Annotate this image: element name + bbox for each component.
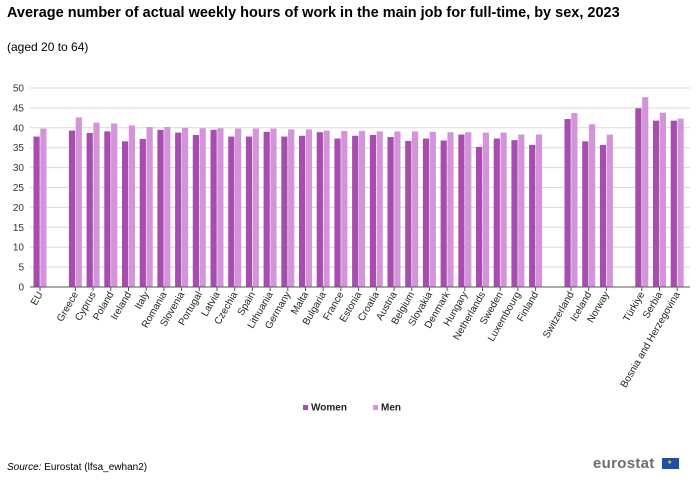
bar-women[interactable] <box>476 146 483 287</box>
legend-label[interactable]: Women <box>311 403 347 414</box>
legend-swatch <box>373 405 378 410</box>
legend[interactable]: Women Men <box>303 403 401 414</box>
bar-men[interactable] <box>642 97 649 288</box>
bar-men[interactable] <box>376 131 383 287</box>
bar-women[interactable] <box>245 136 253 287</box>
bar-women[interactable] <box>440 140 447 287</box>
bars <box>33 97 684 288</box>
bar-men[interactable] <box>75 117 82 288</box>
source-text: Eurostat (lfsa_ewhan2) <box>44 462 148 473</box>
bar-women[interactable] <box>352 135 359 287</box>
bar-women[interactable] <box>33 136 40 287</box>
y-tick-label: 20 <box>13 203 25 214</box>
bar-women[interactable] <box>635 108 642 287</box>
bar-women[interactable] <box>210 129 217 287</box>
bar-men[interactable] <box>146 127 153 287</box>
bar-men[interactable] <box>217 128 224 287</box>
legend-swatch <box>303 405 308 410</box>
bar-men[interactable] <box>111 123 118 287</box>
bar-women[interactable] <box>405 140 412 287</box>
bar-men[interactable] <box>199 128 206 287</box>
bar-women[interactable] <box>68 130 76 287</box>
bar-men[interactable] <box>358 130 366 287</box>
bar-women[interactable] <box>104 131 111 287</box>
bar-women[interactable] <box>122 141 129 287</box>
y-axis-ticks: 0 5 10 15 20 25 30 35 40 45 50 <box>13 84 25 294</box>
bar-women[interactable] <box>157 129 164 287</box>
bar-men[interactable] <box>323 130 330 287</box>
y-tick-label: 35 <box>13 143 25 154</box>
bar-men[interactable] <box>571 113 578 287</box>
bar-women[interactable] <box>599 144 607 287</box>
bar-women[interactable] <box>387 136 394 287</box>
y-tick-label: 5 <box>18 263 24 274</box>
chart-title: Average number of actual weekly hours of… <box>7 5 620 21</box>
bar-women[interactable] <box>670 120 677 287</box>
bar-men[interactable] <box>677 118 684 288</box>
bar-women[interactable] <box>422 138 430 287</box>
bar-women[interactable] <box>369 134 376 287</box>
bar-men[interactable] <box>465 132 472 287</box>
bar-men[interactable] <box>659 112 666 288</box>
bar-men[interactable] <box>181 127 189 287</box>
bar-women[interactable] <box>316 132 323 287</box>
bar-men[interactable] <box>412 131 419 287</box>
bar-men[interactable] <box>128 125 135 287</box>
bar-women[interactable] <box>493 138 500 287</box>
bar-men[interactable] <box>164 127 171 287</box>
bar-women[interactable] <box>139 138 146 287</box>
bar-men[interactable] <box>93 122 100 287</box>
legend-label[interactable]: Men <box>381 403 401 414</box>
bar-men[interactable] <box>518 134 525 287</box>
bar-women[interactable] <box>175 132 182 287</box>
bar-men[interactable] <box>341 130 348 287</box>
x-tick-label: Türkiye <box>621 290 647 324</box>
bar-men[interactable] <box>40 128 47 287</box>
bar-women[interactable] <box>653 120 660 287</box>
bar-men[interactable] <box>606 134 613 287</box>
bar-men[interactable] <box>429 131 436 287</box>
bar-women[interactable] <box>299 135 306 287</box>
y-tick-label: 30 <box>13 163 25 174</box>
bar-men[interactable] <box>235 128 242 287</box>
bar-men[interactable] <box>270 128 277 287</box>
bar-men[interactable] <box>535 134 543 287</box>
bar-women[interactable] <box>263 131 270 287</box>
bar-men[interactable] <box>394 131 401 287</box>
bar-women[interactable] <box>582 141 589 287</box>
bar-women[interactable] <box>564 119 571 287</box>
bar-women[interactable] <box>511 140 518 287</box>
bar-women[interactable] <box>529 144 536 287</box>
eu-flag-icon: ★ <box>662 458 679 469</box>
eurostat-logo: eurostat <box>593 455 655 472</box>
source-note: Source: Eurostat (lfsa_ewhan2) <box>7 462 147 473</box>
bar-women[interactable] <box>228 136 235 287</box>
bar-men[interactable] <box>288 129 295 287</box>
bar-women[interactable] <box>192 134 199 287</box>
y-tick-label: 40 <box>13 123 25 134</box>
y-tick-label: 25 <box>13 183 25 194</box>
bar-women[interactable] <box>281 136 288 287</box>
x-tick-label: EU <box>29 290 45 308</box>
bar-women[interactable] <box>86 132 93 287</box>
y-tick-label: 50 <box>13 84 25 95</box>
y-tick-label: 15 <box>13 223 25 234</box>
bar-men[interactable] <box>589 124 596 287</box>
x-axis <box>30 286 690 291</box>
y-tick-label: 10 <box>13 243 25 254</box>
y-tick-label: 45 <box>13 103 25 114</box>
bar-women[interactable] <box>458 134 465 287</box>
bar-men[interactable] <box>305 129 312 287</box>
chart-subtitle: (aged 20 to 64) <box>7 40 89 54</box>
bar-men[interactable] <box>500 132 507 287</box>
bar-women[interactable] <box>334 138 341 287</box>
bar-men[interactable] <box>252 128 259 287</box>
source-label: Source: <box>7 462 42 473</box>
bar-men[interactable] <box>447 132 454 287</box>
y-tick-label: 0 <box>18 283 24 294</box>
bar-men[interactable] <box>482 132 489 287</box>
